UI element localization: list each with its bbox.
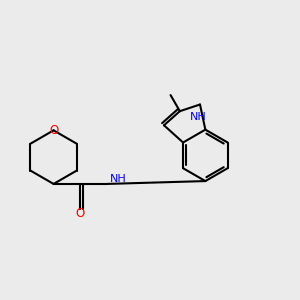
Text: NH: NH <box>110 174 126 184</box>
Text: O: O <box>49 124 58 137</box>
Text: O: O <box>76 207 85 220</box>
Text: NH: NH <box>190 112 207 122</box>
